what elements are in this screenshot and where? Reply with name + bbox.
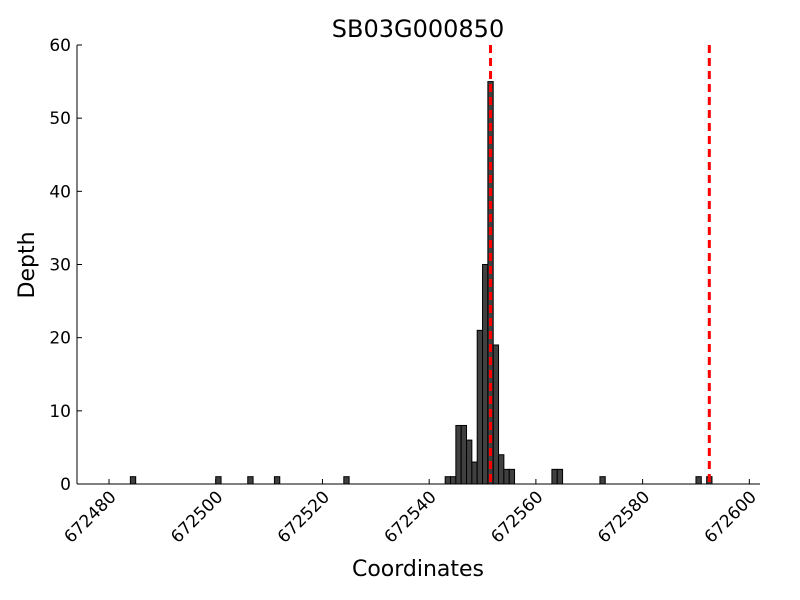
y-tick-label: 30: [49, 256, 71, 276]
bar: [556, 468, 564, 485]
x-tick-label: 672500: [167, 487, 227, 547]
bar: [492, 344, 500, 485]
y-tick-label: 0: [60, 475, 71, 495]
x-tick-label: 672520: [274, 487, 334, 547]
bar: [471, 461, 478, 485]
bar: [455, 424, 462, 485]
chart-title: SB03G000850: [332, 15, 504, 43]
x-tick-label: 672560: [487, 487, 547, 547]
bar: [599, 476, 606, 485]
bar: [503, 468, 510, 485]
bar: [498, 454, 505, 485]
y-tick-label: 10: [49, 402, 71, 422]
bar: [460, 424, 468, 485]
y-tick-label: 20: [49, 329, 71, 349]
bar: [551, 468, 558, 485]
x-tick-label: 672600: [701, 487, 761, 547]
bar: [215, 476, 222, 485]
bar: [129, 476, 137, 485]
bar: [444, 476, 452, 485]
bar: [273, 476, 281, 485]
bar: [508, 468, 516, 485]
x-tick-label: 672540: [381, 487, 441, 547]
bar: [482, 264, 489, 485]
y-tick-label: 40: [49, 182, 71, 202]
bar: [247, 476, 254, 485]
x-tick-label: 672480: [61, 487, 121, 547]
y-axis-label: Depth: [15, 231, 40, 298]
y-tick-label: 50: [49, 109, 71, 129]
x-tick-label: 672580: [594, 487, 654, 547]
x-axis-label: Coordinates: [352, 557, 484, 582]
bar: [476, 329, 484, 485]
y-tick-label: 60: [49, 36, 71, 56]
bar: [450, 476, 457, 485]
bar: [466, 439, 473, 485]
bar: [343, 476, 350, 485]
bar: [695, 476, 702, 485]
